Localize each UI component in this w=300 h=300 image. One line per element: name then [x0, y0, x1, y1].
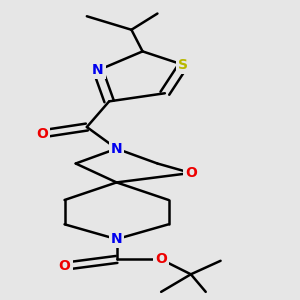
- Text: N: N: [92, 63, 104, 77]
- Text: O: O: [155, 252, 167, 266]
- Text: N: N: [111, 142, 122, 156]
- Text: O: O: [185, 166, 197, 180]
- Text: S: S: [178, 58, 188, 72]
- Text: O: O: [36, 127, 48, 141]
- Text: N: N: [111, 232, 122, 246]
- Text: O: O: [58, 259, 70, 273]
